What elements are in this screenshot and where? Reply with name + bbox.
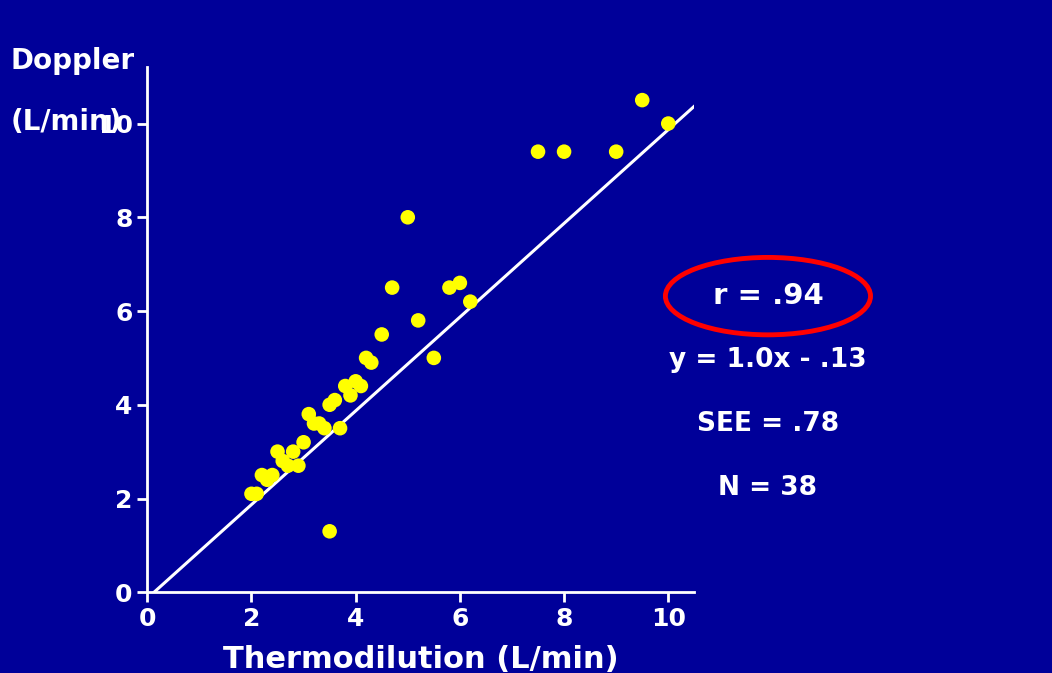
Point: [358, 353, 375, 363]
Text: (L/min): (L/min): [11, 108, 122, 136]
Point: [363, 357, 380, 368]
Point: [451, 277, 468, 288]
Point: [347, 376, 364, 387]
Point: [296, 437, 312, 448]
Text: N = 38: N = 38: [719, 475, 817, 501]
Point: [264, 470, 281, 481]
Point: [321, 399, 338, 410]
Point: [243, 489, 260, 499]
Point: [269, 446, 286, 457]
Point: [254, 470, 270, 481]
Point: [373, 329, 390, 340]
Text: Doppler: Doppler: [11, 47, 135, 75]
Point: [316, 423, 332, 433]
Point: [337, 381, 353, 392]
Point: [410, 315, 427, 326]
Point: [633, 95, 650, 106]
Point: [259, 474, 276, 485]
Point: [301, 409, 318, 419]
Point: [331, 423, 348, 433]
Point: [326, 394, 343, 405]
Point: [321, 526, 338, 536]
X-axis label: Thermodilution (L/min): Thermodilution (L/min): [223, 645, 619, 673]
Point: [305, 418, 322, 429]
Point: [352, 381, 369, 392]
Point: [342, 390, 359, 400]
Text: r = .94: r = .94: [712, 282, 824, 310]
Point: [285, 446, 302, 457]
Point: [275, 456, 291, 466]
Point: [462, 296, 479, 307]
Text: SEE = .78: SEE = .78: [696, 411, 839, 437]
Point: [248, 489, 265, 499]
Point: [660, 118, 676, 129]
Point: [529, 146, 546, 157]
Point: [290, 460, 307, 471]
Point: [310, 418, 327, 429]
Point: [441, 282, 458, 293]
Point: [425, 353, 442, 363]
Point: [280, 460, 297, 471]
Point: [384, 282, 401, 293]
Text: y = 1.0x - .13: y = 1.0x - .13: [669, 347, 867, 373]
Point: [400, 212, 417, 223]
Point: [555, 146, 572, 157]
Point: [608, 146, 625, 157]
